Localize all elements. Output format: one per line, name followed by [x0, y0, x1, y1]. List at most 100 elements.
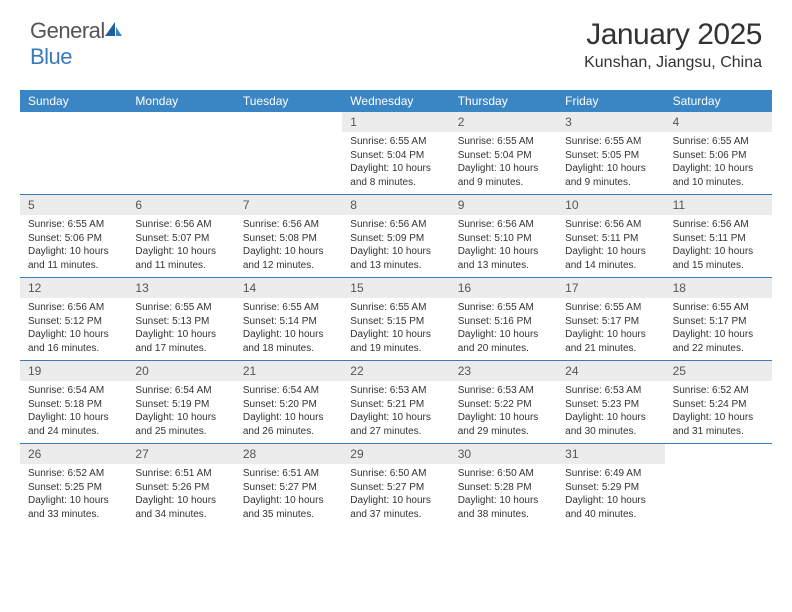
day-cell: 19Sunrise: 6:54 AMSunset: 5:18 PMDayligh…: [20, 361, 127, 443]
sunset-text: Sunset: 5:12 PM: [28, 315, 119, 329]
sunrise-text: Sunrise: 6:54 AM: [243, 384, 334, 398]
daylight-text: Daylight: 10 hours and 9 minutes.: [565, 162, 656, 189]
day-number: 22: [342, 361, 449, 381]
day-cell: 22Sunrise: 6:53 AMSunset: 5:21 PMDayligh…: [342, 361, 449, 443]
day-cell: [665, 444, 772, 526]
day-cell: 1Sunrise: 6:55 AMSunset: 5:04 PMDaylight…: [342, 112, 449, 194]
day-of-week-header: SundayMondayTuesdayWednesdayThursdayFrid…: [20, 90, 772, 112]
day-cell: 6Sunrise: 6:56 AMSunset: 5:07 PMDaylight…: [127, 195, 234, 277]
day-cell: 24Sunrise: 6:53 AMSunset: 5:23 PMDayligh…: [557, 361, 664, 443]
day-cell: 15Sunrise: 6:55 AMSunset: 5:15 PMDayligh…: [342, 278, 449, 360]
day-number: 26: [20, 444, 127, 464]
sunset-text: Sunset: 5:05 PM: [565, 149, 656, 163]
day-number: 17: [557, 278, 664, 298]
day-number: 19: [20, 361, 127, 381]
brand-text: GeneralBlue: [30, 18, 125, 70]
daylight-text: Daylight: 10 hours and 37 minutes.: [350, 494, 441, 521]
title-block: January 2025 Kunshan, Jiangsu, China: [584, 18, 762, 72]
day-cell: 27Sunrise: 6:51 AMSunset: 5:26 PMDayligh…: [127, 444, 234, 526]
daylight-text: Daylight: 10 hours and 26 minutes.: [243, 411, 334, 438]
sunrise-text: Sunrise: 6:56 AM: [458, 218, 549, 232]
day-body: Sunrise: 6:54 AMSunset: 5:20 PMDaylight:…: [235, 381, 342, 442]
day-body: Sunrise: 6:56 AMSunset: 5:10 PMDaylight:…: [450, 215, 557, 276]
day-cell: 26Sunrise: 6:52 AMSunset: 5:25 PMDayligh…: [20, 444, 127, 526]
day-number: 29: [342, 444, 449, 464]
sunset-text: Sunset: 5:28 PM: [458, 481, 549, 495]
sunset-text: Sunset: 5:04 PM: [458, 149, 549, 163]
sunrise-text: Sunrise: 6:55 AM: [135, 301, 226, 315]
sunset-text: Sunset: 5:06 PM: [673, 149, 764, 163]
day-body: Sunrise: 6:50 AMSunset: 5:27 PMDaylight:…: [342, 464, 449, 525]
week-row: 1Sunrise: 6:55 AMSunset: 5:04 PMDaylight…: [20, 112, 772, 194]
dow-cell: Thursday: [450, 90, 557, 112]
brand-logo: GeneralBlue: [30, 18, 125, 70]
day-body: Sunrise: 6:55 AMSunset: 5:17 PMDaylight:…: [665, 298, 772, 359]
daylight-text: Daylight: 10 hours and 11 minutes.: [135, 245, 226, 272]
month-title: January 2025: [584, 18, 762, 52]
sunset-text: Sunset: 5:20 PM: [243, 398, 334, 412]
sunrise-text: Sunrise: 6:55 AM: [243, 301, 334, 315]
sunset-text: Sunset: 5:23 PM: [565, 398, 656, 412]
daylight-text: Daylight: 10 hours and 10 minutes.: [673, 162, 764, 189]
daylight-text: Daylight: 10 hours and 16 minutes.: [28, 328, 119, 355]
day-body: Sunrise: 6:51 AMSunset: 5:26 PMDaylight:…: [127, 464, 234, 525]
sunrise-text: Sunrise: 6:53 AM: [350, 384, 441, 398]
day-cell: 14Sunrise: 6:55 AMSunset: 5:14 PMDayligh…: [235, 278, 342, 360]
daylight-text: Daylight: 10 hours and 31 minutes.: [673, 411, 764, 438]
day-body: Sunrise: 6:55 AMSunset: 5:06 PMDaylight:…: [665, 132, 772, 193]
day-body: Sunrise: 6:53 AMSunset: 5:22 PMDaylight:…: [450, 381, 557, 442]
sunrise-text: Sunrise: 6:55 AM: [458, 135, 549, 149]
sunset-text: Sunset: 5:09 PM: [350, 232, 441, 246]
dow-cell: Sunday: [20, 90, 127, 112]
sunset-text: Sunset: 5:19 PM: [135, 398, 226, 412]
day-cell: 3Sunrise: 6:55 AMSunset: 5:05 PMDaylight…: [557, 112, 664, 194]
brand-general: General: [30, 18, 105, 43]
day-number: 12: [20, 278, 127, 298]
sunrise-text: Sunrise: 6:52 AM: [28, 467, 119, 481]
day-body: Sunrise: 6:55 AMSunset: 5:17 PMDaylight:…: [557, 298, 664, 359]
day-number: 24: [557, 361, 664, 381]
day-body: Sunrise: 6:51 AMSunset: 5:27 PMDaylight:…: [235, 464, 342, 525]
sunrise-text: Sunrise: 6:54 AM: [28, 384, 119, 398]
calendar-grid: SundayMondayTuesdayWednesdayThursdayFrid…: [20, 90, 772, 526]
day-number: 13: [127, 278, 234, 298]
day-cell: [127, 112, 234, 194]
daylight-text: Daylight: 10 hours and 22 minutes.: [673, 328, 764, 355]
day-number: 28: [235, 444, 342, 464]
daylight-text: Daylight: 10 hours and 24 minutes.: [28, 411, 119, 438]
day-body: Sunrise: 6:56 AMSunset: 5:08 PMDaylight:…: [235, 215, 342, 276]
day-cell: 2Sunrise: 6:55 AMSunset: 5:04 PMDaylight…: [450, 112, 557, 194]
sunset-text: Sunset: 5:25 PM: [28, 481, 119, 495]
daylight-text: Daylight: 10 hours and 9 minutes.: [458, 162, 549, 189]
sunrise-text: Sunrise: 6:56 AM: [565, 218, 656, 232]
sunset-text: Sunset: 5:08 PM: [243, 232, 334, 246]
day-body: Sunrise: 6:55 AMSunset: 5:14 PMDaylight:…: [235, 298, 342, 359]
daylight-text: Daylight: 10 hours and 12 minutes.: [243, 245, 334, 272]
day-cell: 8Sunrise: 6:56 AMSunset: 5:09 PMDaylight…: [342, 195, 449, 277]
day-cell: 30Sunrise: 6:50 AMSunset: 5:28 PMDayligh…: [450, 444, 557, 526]
day-number: 2: [450, 112, 557, 132]
sunrise-text: Sunrise: 6:56 AM: [350, 218, 441, 232]
day-body: Sunrise: 6:56 AMSunset: 5:11 PMDaylight:…: [665, 215, 772, 276]
day-cell: 29Sunrise: 6:50 AMSunset: 5:27 PMDayligh…: [342, 444, 449, 526]
sunrise-text: Sunrise: 6:55 AM: [565, 301, 656, 315]
sunrise-text: Sunrise: 6:55 AM: [458, 301, 549, 315]
sunset-text: Sunset: 5:24 PM: [673, 398, 764, 412]
sail-icon: [103, 18, 123, 44]
sunrise-text: Sunrise: 6:56 AM: [28, 301, 119, 315]
day-body: Sunrise: 6:54 AMSunset: 5:19 PMDaylight:…: [127, 381, 234, 442]
sunset-text: Sunset: 5:11 PM: [565, 232, 656, 246]
daylight-text: Daylight: 10 hours and 20 minutes.: [458, 328, 549, 355]
sunset-text: Sunset: 5:27 PM: [350, 481, 441, 495]
day-number: 6: [127, 195, 234, 215]
sunrise-text: Sunrise: 6:54 AM: [135, 384, 226, 398]
daylight-text: Daylight: 10 hours and 17 minutes.: [135, 328, 226, 355]
day-cell: 21Sunrise: 6:54 AMSunset: 5:20 PMDayligh…: [235, 361, 342, 443]
day-number: 20: [127, 361, 234, 381]
sunset-text: Sunset: 5:26 PM: [135, 481, 226, 495]
day-body: Sunrise: 6:55 AMSunset: 5:04 PMDaylight:…: [450, 132, 557, 193]
sunset-text: Sunset: 5:13 PM: [135, 315, 226, 329]
daylight-text: Daylight: 10 hours and 8 minutes.: [350, 162, 441, 189]
day-cell: 18Sunrise: 6:55 AMSunset: 5:17 PMDayligh…: [665, 278, 772, 360]
daylight-text: Daylight: 10 hours and 35 minutes.: [243, 494, 334, 521]
